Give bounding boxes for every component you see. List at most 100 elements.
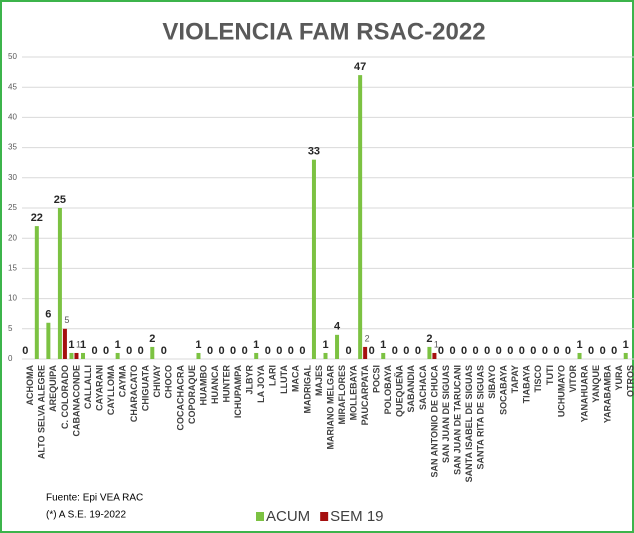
data-label: 0 bbox=[600, 345, 606, 357]
y-tick-label: 20 bbox=[8, 233, 17, 242]
y-tick-label: 35 bbox=[8, 143, 17, 152]
y-tick-label: 10 bbox=[8, 294, 17, 303]
data-label: 2 bbox=[149, 333, 155, 345]
bar bbox=[62, 328, 67, 359]
data-label: 0 bbox=[242, 345, 248, 357]
data-label: 33 bbox=[308, 146, 320, 158]
data-label: 0 bbox=[496, 345, 502, 357]
y-tick-label: 15 bbox=[8, 264, 17, 273]
data-label: 6 bbox=[45, 309, 51, 321]
bar bbox=[323, 352, 328, 359]
bar bbox=[311, 159, 316, 359]
bar bbox=[623, 352, 628, 359]
bar bbox=[427, 346, 432, 359]
y-tick-label: 50 bbox=[8, 52, 17, 61]
data-label: 0 bbox=[438, 345, 444, 357]
data-label: 0 bbox=[265, 345, 271, 357]
data-label: 22 bbox=[31, 212, 43, 224]
data-label: 0 bbox=[461, 345, 467, 357]
x-tick-label: SANTA ISABEL DE SIGUAS bbox=[464, 365, 474, 482]
x-tick-label: SANTA RITA DE SIGUAS bbox=[475, 365, 485, 470]
note: Fuente: Epi VEA RAC bbox=[46, 493, 143, 504]
x-tick-label: CABANACONDE bbox=[71, 365, 81, 437]
x-tick-label: SOCABAYA bbox=[499, 365, 509, 415]
x-tick-label: LARI bbox=[268, 365, 278, 386]
y-tick-label: 40 bbox=[8, 113, 17, 122]
data-label: 0 bbox=[392, 345, 398, 357]
x-tick-label: HUANCA bbox=[210, 365, 220, 404]
y-tick-label: 45 bbox=[8, 82, 17, 91]
y-tick-label: 30 bbox=[8, 173, 17, 182]
data-label: 1 bbox=[253, 339, 259, 351]
x-tick-label: SIBAYO bbox=[487, 365, 497, 399]
data-label: 1 bbox=[576, 339, 582, 351]
data-label: 0 bbox=[588, 345, 594, 357]
x-tick-label: YARABAMBA bbox=[603, 365, 613, 424]
x-tick-label: ACHOMA bbox=[25, 365, 35, 406]
x-tick-label: POLOBAYA bbox=[383, 365, 393, 415]
data-label: 47 bbox=[354, 61, 366, 73]
x-tick-label: JLBYR bbox=[245, 365, 255, 395]
x-tick-label: ICHUPAMPA bbox=[233, 365, 243, 419]
data-label: 0 bbox=[542, 345, 548, 357]
data-label: 2 bbox=[365, 333, 370, 343]
x-tick-label: COPORAQUE bbox=[187, 365, 197, 424]
x-tick-label: HUNTER bbox=[221, 365, 231, 403]
bar bbox=[150, 346, 155, 359]
x-tick-label: UCHUMAYO bbox=[556, 365, 566, 417]
data-label: 0 bbox=[138, 345, 144, 357]
data-label: 1 bbox=[380, 339, 386, 351]
data-label: 0 bbox=[369, 345, 375, 357]
x-tick-label: CALLALLI bbox=[83, 365, 93, 409]
data-label: 0 bbox=[449, 345, 455, 357]
x-tick-label: SABANDIA bbox=[406, 365, 416, 413]
bar bbox=[81, 352, 86, 359]
x-tick-label: CHARACATO bbox=[129, 365, 139, 422]
x-tick-label: MADRIGAL bbox=[302, 365, 312, 414]
data-label: 0 bbox=[507, 345, 513, 357]
data-label: 0 bbox=[346, 345, 352, 357]
x-tick-label: YURA bbox=[614, 365, 624, 391]
x-tick-label: CHIGUATA bbox=[141, 365, 151, 412]
y-tick-label: 0 bbox=[8, 354, 13, 363]
data-label: 0 bbox=[519, 345, 525, 357]
x-tick-label: C. COLORADO bbox=[60, 365, 70, 429]
x-tick-label: SACHACA bbox=[418, 364, 428, 410]
bar bbox=[363, 346, 368, 359]
data-label: 0 bbox=[22, 345, 28, 357]
data-label: 0 bbox=[230, 345, 236, 357]
data-label: 1 bbox=[623, 339, 629, 351]
x-tick-label: SAN ANTONIO DE CHUCA bbox=[429, 365, 439, 478]
y-tick-label: 5 bbox=[8, 324, 13, 333]
bar bbox=[196, 352, 201, 359]
bar bbox=[432, 352, 437, 359]
x-tick-label: MOLLEBAYA bbox=[348, 365, 358, 421]
x-tick-label: MAJES bbox=[314, 365, 324, 396]
x-tick-label: MIRAFLORES bbox=[337, 365, 347, 425]
x-tick-label: PAUCARPATA bbox=[360, 364, 370, 425]
bar bbox=[381, 352, 386, 359]
bar bbox=[335, 334, 340, 359]
x-tick-label: QUEQUEÑA bbox=[395, 365, 405, 418]
bar bbox=[46, 322, 51, 359]
y-tick-label: 25 bbox=[8, 203, 17, 212]
data-label: 0 bbox=[207, 345, 213, 357]
x-tick-label: CAYMA bbox=[118, 365, 128, 398]
x-tick-label: CAYARANI bbox=[94, 365, 104, 411]
x-tick-label: MARIANO MELGAR bbox=[325, 365, 335, 450]
data-label: 0 bbox=[473, 345, 479, 357]
bar bbox=[34, 226, 39, 359]
x-tick-label: SAN JUAN DE SIGUAS bbox=[441, 365, 451, 463]
data-label: 0 bbox=[611, 345, 617, 357]
x-tick-label: VITOR bbox=[568, 365, 578, 393]
data-label: 0 bbox=[403, 345, 409, 357]
data-label: 1 bbox=[115, 339, 121, 351]
x-tick-label: POCSI bbox=[372, 365, 382, 393]
x-tick-label: AREQUIPA bbox=[48, 365, 58, 412]
x-tick-label: ALTO SELVA ALEGRE bbox=[37, 365, 47, 459]
data-label: 0 bbox=[219, 345, 225, 357]
x-tick-label: YANQUE bbox=[591, 365, 601, 403]
data-label: 1 bbox=[68, 339, 74, 351]
